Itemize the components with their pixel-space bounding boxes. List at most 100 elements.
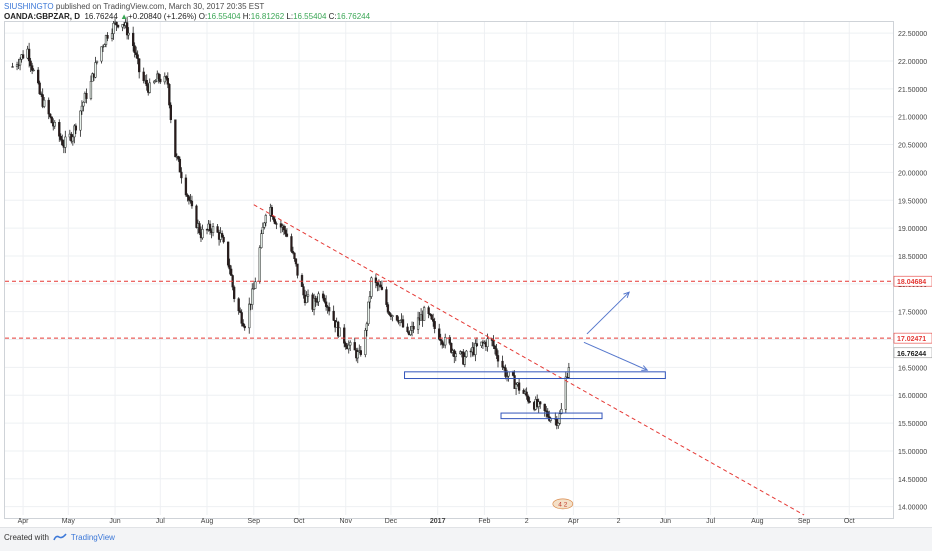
candle-body [496,355,500,362]
author-link[interactable]: SIUSHINGTO [4,2,54,11]
candle-body [32,69,35,72]
candle-body [169,104,172,121]
candle-body [412,325,415,330]
symbol-label[interactable]: OANDA:GBPZAR, D [4,12,80,21]
projection-arrow [583,341,648,371]
change-arrow-icon: ▲ [120,12,128,21]
candle-body [294,258,298,265]
candle-body [237,298,240,312]
candle-body [324,301,328,307]
candle-body [368,296,371,303]
candle-body [125,22,129,36]
tradingview-brand[interactable]: TradingView [70,533,115,542]
candle-body [514,384,518,389]
price-label-box [893,275,932,287]
time-tick-label: Nov [340,518,353,525]
candle-body [367,301,370,325]
candle-body [135,52,138,55]
candle-body [201,229,204,239]
candle-body [58,122,61,137]
candle-body [198,223,201,233]
candle-body [18,59,22,66]
candle-body [100,46,103,62]
ohlc-line: OANDA:GBPZAR, D 16.76244 ▲+0.20840 (+1.2… [4,12,370,21]
candle-body [338,327,341,337]
close-value: 16.76244 [336,12,371,21]
candle-body [438,328,441,340]
candle-body [376,282,379,287]
candle-body [385,289,388,305]
time-tick-label: Feb [478,518,490,525]
candle-body [560,409,563,414]
candle-body [379,284,382,288]
candle-body [495,348,498,356]
candle-body [116,24,120,28]
candle-body [38,82,41,95]
candle-body [228,264,231,270]
candle-body [180,171,183,179]
candle-body [513,375,516,389]
time-tick-label: Apr [568,518,580,525]
change-value: +0.20840 (+1.26%) [127,12,197,21]
candle-body [252,288,255,290]
candle-body [293,252,296,259]
candle-body [37,69,40,84]
trendline [253,204,805,516]
candle-body [208,223,212,232]
candle-body [82,101,85,107]
candle-body [258,247,261,282]
candle-body [395,315,399,321]
candle-body [138,58,141,73]
candle-body [543,403,546,411]
candle-body [359,350,362,355]
candle-body [432,318,435,322]
candle-body [353,342,356,351]
candle-body [433,321,436,329]
price-tick-label: 15.50000 [898,421,927,428]
candle-body [43,99,46,107]
last-price: 16.76244 [84,12,118,21]
candle-body [27,48,31,62]
candle-body [323,297,326,303]
candle-body [177,156,180,160]
event-marker-icon [552,498,574,510]
candle-body [251,288,254,305]
candle-body [148,82,151,93]
price-label-box [893,347,932,359]
chart-frame [4,21,894,519]
candle-body [398,320,402,323]
time-tick-label: Dec [385,518,398,525]
candle-body [356,351,359,359]
candle-body [263,222,266,228]
candle-body [517,382,521,391]
candle-body [85,93,88,99]
candle-body [317,293,320,303]
candle-body [546,411,549,417]
candle-body [305,295,308,303]
time-tick-label: Jul [706,518,715,525]
candle-body [186,194,189,197]
candle-body [136,54,139,59]
event-marker-label: 4 2 [558,501,567,508]
candle-body [174,119,177,158]
price-tick-label: 14.50000 [898,477,927,484]
candle-body [168,84,171,106]
candle-body [165,76,168,79]
price-tick-label: 17.50000 [898,310,927,317]
publish-line: SIUSHINGTO published on TradingView.com,… [4,2,264,11]
candle-body [444,337,447,346]
time-tick-label: 2017 [430,518,446,525]
candle-body [441,340,444,345]
candle-body [364,330,367,355]
candle-body [229,268,233,276]
candle-body [564,376,567,410]
candle-body [195,205,198,228]
candle-body [239,310,242,313]
candle-body [127,32,130,36]
candle-body [406,326,409,332]
price-tick-label: 16.00000 [898,393,927,400]
price-tick-label: 14.00000 [898,505,927,512]
candle-body [189,200,192,202]
price-tick-label: 21.00000 [898,115,927,122]
